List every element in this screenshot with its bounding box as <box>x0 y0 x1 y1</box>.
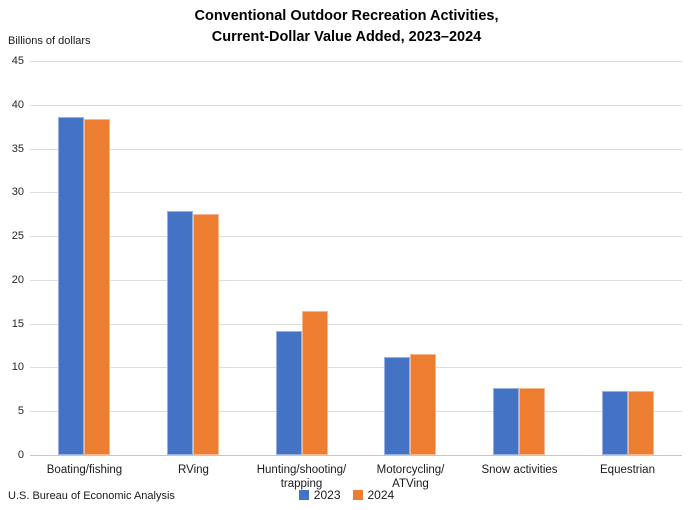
gridline-y-0 <box>30 455 682 456</box>
chart-title: Conventional Outdoor Recreation Activiti… <box>0 6 693 48</box>
bar-2024-snow-activities <box>519 388 545 455</box>
legend-swatch-2024 <box>352 490 363 500</box>
gridline-y-40 <box>30 105 682 106</box>
bar-2024-rving <box>193 214 219 455</box>
y-tick-40: 40 <box>11 99 24 111</box>
category-label-line: Snow activities <box>481 464 558 476</box>
bar-2024-equestrian <box>628 391 654 455</box>
y-tick-10: 10 <box>11 361 24 373</box>
gridline-y-15 <box>30 324 682 325</box>
y-tick-15: 15 <box>11 318 24 330</box>
y-tick-5: 5 <box>17 405 24 417</box>
plot-area <box>30 61 682 456</box>
category-label-line: ATVing <box>392 478 429 490</box>
category-label-line: RVing <box>178 464 209 476</box>
gridline-y-35 <box>30 149 682 150</box>
y-tick-20: 20 <box>11 274 24 286</box>
gridline-y-5 <box>30 411 682 412</box>
category-label-line: Motorcycling/ <box>376 464 445 476</box>
category-label-line: Hunting/shooting/ <box>256 464 347 476</box>
source-note: U.S. Bureau of Economic Analysis <box>8 490 175 502</box>
bar-2023-boating-fishing <box>58 117 84 455</box>
bar-2024-boating-fishing <box>84 119 110 455</box>
y-tick-0: 0 <box>17 449 24 461</box>
y-tick-35: 35 <box>11 143 24 155</box>
bar-2024-hunting-shooting-trapping <box>302 311 328 455</box>
category-label-hunting-shooting-trapping: Hunting/shooting/trapping <box>232 463 371 491</box>
y-tick-30: 30 <box>11 186 24 198</box>
bar-2023-snow-activities <box>493 388 519 455</box>
category-label-line: trapping <box>280 478 323 490</box>
chart-title-line2: Current-Dollar Value Added, 2023–2024 <box>211 29 482 45</box>
y-tick-25: 25 <box>11 230 24 242</box>
bar-2023-equestrian <box>602 391 628 455</box>
category-label-line: Equestrian <box>600 464 655 476</box>
legend-label-2023: 2023 <box>313 488 341 502</box>
category-label-boating-fishing: Boating/fishing <box>15 463 154 477</box>
gridline-y-30 <box>30 192 682 193</box>
gridline-y-25 <box>30 236 682 237</box>
legend-item-2023: 2023 <box>298 488 341 502</box>
category-label-equestrian: Equestrian <box>558 463 693 477</box>
legend-swatch-2023 <box>298 490 309 500</box>
category-label-snow-activities: Snow activities <box>450 463 589 477</box>
y-axis-unit-label: Billions of dollars <box>8 35 91 47</box>
bar-2024-motorcycling-atving <box>410 354 436 455</box>
gridline-y-45 <box>30 61 682 62</box>
chart-title-line1: Conventional Outdoor Recreation Activiti… <box>194 8 499 24</box>
bar-2023-motorcycling-atving <box>384 357 410 455</box>
y-tick-45: 45 <box>11 55 24 67</box>
legend: 2023 2024 <box>0 488 693 502</box>
gridline-y-10 <box>30 367 682 368</box>
bar-2023-rving <box>167 211 193 455</box>
legend-item-2024: 2024 <box>352 488 395 502</box>
gridline-y-20 <box>30 280 682 281</box>
category-label-rving: RVing <box>124 463 263 477</box>
category-label-motorcycling-atving: Motorcycling/ATVing <box>341 463 480 491</box>
category-label-line: Boating/fishing <box>46 464 123 476</box>
bar-2023-hunting-shooting-trapping <box>276 331 302 455</box>
legend-label-2024: 2024 <box>367 488 395 502</box>
